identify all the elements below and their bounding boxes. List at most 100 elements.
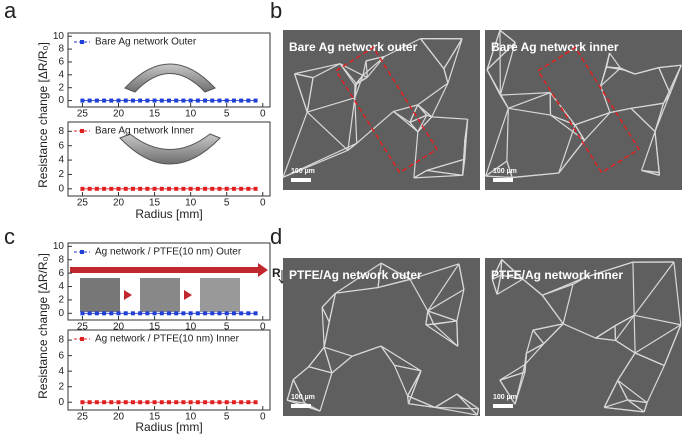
panel-label: a (4, 0, 17, 23)
wire (380, 262, 411, 280)
wire (456, 289, 465, 322)
point (94, 186, 99, 191)
wire (605, 66, 621, 69)
point (203, 311, 208, 316)
y-tick-label: 0 (58, 397, 64, 408)
point (123, 98, 128, 103)
wire (663, 64, 682, 104)
wire (542, 276, 586, 296)
panel-label: c (4, 224, 15, 249)
wire (425, 320, 457, 326)
wire (307, 97, 355, 113)
wire (331, 355, 353, 374)
wire (407, 370, 422, 404)
wire (425, 310, 429, 325)
wire (431, 82, 449, 118)
wire (485, 160, 508, 177)
legend-marker (80, 129, 84, 133)
wire (543, 323, 564, 345)
wire (496, 274, 502, 295)
panel-label: b (270, 0, 282, 23)
x-tick-label: 0 (260, 198, 266, 209)
x-tick-label: 25 (77, 198, 89, 209)
wire (427, 310, 435, 325)
point (217, 400, 222, 405)
point (94, 400, 99, 405)
wire (393, 110, 419, 133)
wire (458, 263, 465, 290)
point (231, 311, 236, 316)
wire (413, 174, 463, 179)
wire (417, 104, 433, 118)
wire (643, 402, 648, 413)
y-tick-label: 6 (58, 57, 64, 68)
wire (532, 323, 564, 331)
point (174, 400, 179, 405)
point (87, 98, 92, 103)
point (167, 98, 171, 103)
wire (292, 366, 310, 381)
wire (306, 77, 314, 113)
point (246, 311, 251, 316)
wire (491, 259, 503, 280)
x-tick-label: 20 (113, 109, 125, 120)
wire (499, 364, 526, 381)
wire (443, 68, 449, 84)
point (210, 186, 215, 191)
wire (501, 259, 524, 280)
wire (633, 261, 675, 316)
scale-bar (291, 178, 311, 182)
wire (413, 131, 419, 178)
point (138, 311, 143, 316)
y-tick-label: 10 (53, 31, 65, 42)
point (181, 400, 186, 405)
wire (617, 380, 629, 401)
point (130, 186, 135, 191)
wire (486, 42, 516, 71)
wire (500, 274, 523, 280)
wire (323, 321, 330, 348)
point (239, 98, 244, 103)
point (130, 98, 135, 103)
wire (512, 172, 559, 179)
point (246, 98, 251, 103)
wire (627, 399, 648, 404)
point (195, 186, 200, 191)
point (152, 186, 157, 191)
wire (377, 278, 411, 289)
wire (595, 325, 616, 339)
wire (485, 175, 513, 179)
y-tick-label: 2 (58, 82, 64, 93)
point (94, 311, 99, 316)
point (174, 311, 179, 316)
wire (352, 345, 382, 357)
wire (354, 74, 364, 86)
point (203, 400, 208, 405)
plot-frame (67, 242, 271, 321)
wire (294, 63, 341, 75)
legend-label: Ag network / PTFE(10 nm) Outer (95, 247, 242, 258)
y-tick-label: 0 (58, 95, 64, 106)
y-tick-label: 4 (58, 366, 64, 377)
x-tick-label: 25 (77, 109, 89, 120)
wire (335, 262, 382, 294)
point (87, 311, 92, 316)
wire (615, 314, 635, 341)
x-tick-label: 5 (224, 109, 230, 120)
y-axis-label: Resistance change [ΔR/R₀] (36, 42, 50, 188)
point (130, 400, 135, 405)
point (217, 311, 222, 316)
scale-bar (493, 178, 513, 182)
point (109, 186, 114, 191)
point (123, 400, 128, 405)
x-tick-label: 25 (77, 412, 89, 423)
point (102, 186, 107, 191)
wire (306, 111, 349, 151)
point (181, 186, 186, 191)
scale-bar (493, 404, 513, 408)
wire (323, 346, 353, 357)
wire (407, 395, 436, 408)
y-tick-label: 6 (58, 268, 64, 279)
photo (80, 278, 120, 312)
point (145, 400, 150, 405)
